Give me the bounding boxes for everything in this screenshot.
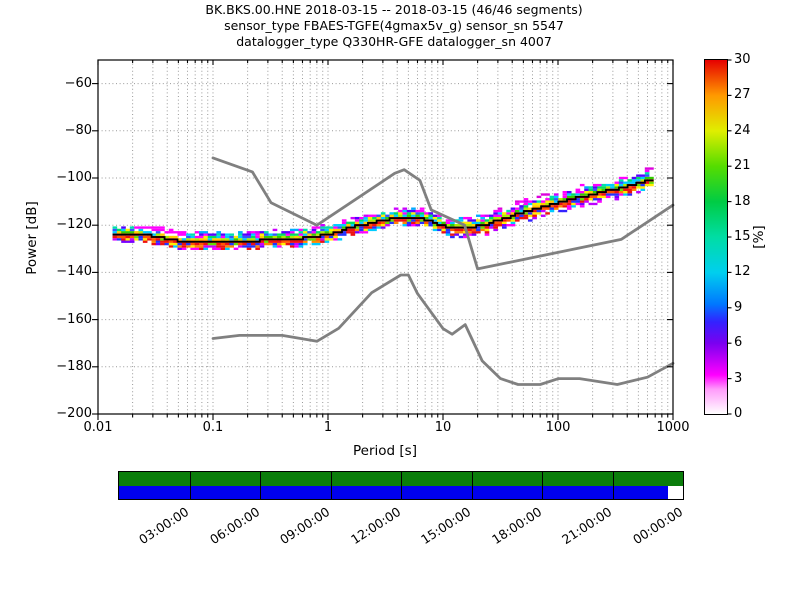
x-tick-label: 0.1 — [202, 420, 224, 435]
y-tick-label: −140 — [56, 264, 92, 280]
colorbar-tick-label: 27 — [734, 87, 751, 103]
colorbar-tick-label: 18 — [734, 193, 751, 209]
x-tick-label: 1 — [323, 420, 333, 435]
y-tick-label: −100 — [56, 170, 92, 185]
nlnm-curve — [211, 273, 675, 386]
colorbar-tick-label: 6 — [734, 335, 743, 351]
colorbar — [704, 59, 728, 415]
timeline-tick — [542, 472, 543, 499]
timeline-tick — [260, 472, 261, 499]
colorbar-tick-label: 21 — [734, 158, 751, 174]
timeline-tick — [330, 472, 332, 499]
colorbar-tick-label: 0 — [734, 406, 743, 421]
y-tick-label: −60 — [64, 75, 92, 91]
grid — [97, 60, 674, 414]
colorbar-tick-label: 30 — [734, 52, 751, 67]
x-tick-label: 100 — [545, 420, 571, 435]
timeline-tick — [471, 472, 473, 499]
colorbar-tick-label: 24 — [734, 122, 751, 138]
colorbar-tick-label: 3 — [734, 370, 743, 386]
psd-mode-line — [112, 179, 654, 243]
x-tick-label: 1000 — [656, 420, 690, 435]
timeline-tick — [612, 472, 614, 499]
y-tick-label: −160 — [56, 311, 92, 327]
colorbar-unit-label: [%] — [751, 225, 767, 249]
timeline-gap — [667, 485, 683, 499]
timeline-tick — [401, 472, 402, 499]
x-axis-label: Period [s] — [353, 443, 417, 459]
nhnm-curve — [211, 156, 675, 271]
colorbar-gradient — [705, 60, 727, 414]
figure-title-line3: datalogger_type Q330HR-GFE datalogger_sn… — [236, 34, 552, 49]
x-tick-label: 10 — [434, 420, 452, 435]
x-tick-label: 0.01 — [83, 420, 113, 435]
y-tick-label: −180 — [56, 358, 92, 374]
timeline-tick — [189, 472, 191, 499]
figure-title-line1: BK.BKS.00.HNE 2018-03-15 -- 2018-03-15 (… — [205, 2, 583, 17]
colorbar-tick-label: 15 — [734, 229, 751, 244]
figure-title-line2: sensor_type FBAES-TGFE(4gmax5v_g) sensor… — [224, 18, 564, 33]
coverage-timeline — [118, 471, 684, 500]
y-tick-label: −200 — [56, 406, 92, 421]
colorbar-tick-label: 12 — [734, 264, 751, 280]
y-tick-label: −120 — [56, 217, 92, 233]
plot-border — [97, 59, 674, 415]
colorbar-tick-label: 9 — [734, 299, 743, 315]
y-tick-label: −80 — [64, 122, 92, 138]
